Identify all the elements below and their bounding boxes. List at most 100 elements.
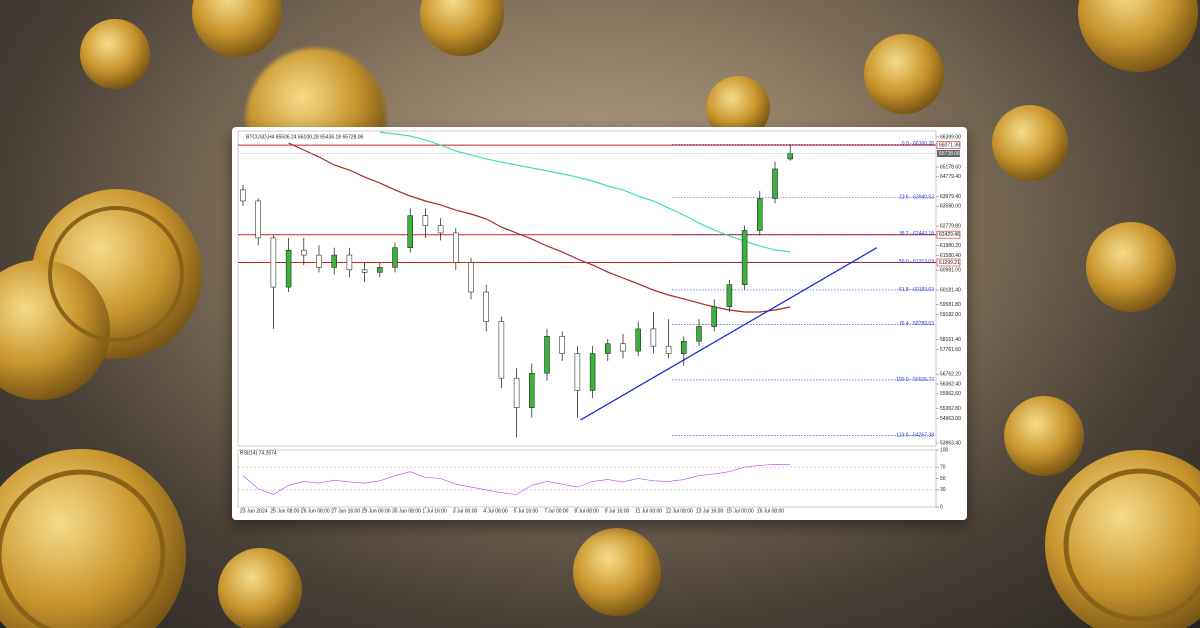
candle-body bbox=[513, 377, 520, 408]
rsi-tick-label: 100 bbox=[940, 447, 949, 453]
candle-body bbox=[741, 230, 748, 285]
last-price-label: 65728.06 bbox=[939, 151, 960, 157]
candle-body bbox=[696, 326, 702, 342]
y-tick-label: 58161.40 bbox=[940, 337, 961, 343]
y-tick-label: 59581.80 bbox=[940, 302, 961, 308]
price-tag bbox=[936, 230, 961, 239]
candle-body bbox=[392, 247, 398, 268]
y-tick-label: 53963.40 bbox=[940, 440, 961, 446]
y-tick-label: 59182.00 bbox=[940, 312, 961, 318]
y-tick-label: 61580.40 bbox=[940, 253, 961, 259]
price-tag-label: 66071.36 bbox=[939, 142, 960, 148]
candle-body bbox=[498, 321, 505, 379]
candle-body bbox=[711, 306, 717, 327]
y-tick-label: 60181.40 bbox=[940, 287, 961, 293]
y-tick-label: 62779.80 bbox=[940, 223, 961, 229]
candle-body bbox=[240, 189, 246, 202]
x-tick-label: 1 Jul 16:00 bbox=[422, 508, 447, 514]
x-tick-label: 12 Jul 08:00 bbox=[666, 508, 693, 514]
rsi-tick-label: 0 bbox=[940, 504, 943, 510]
rsi-tick-label: 70 bbox=[940, 464, 946, 470]
x-tick-label: 27 Jun 16:00 bbox=[331, 508, 360, 514]
candle-body bbox=[757, 198, 763, 231]
price-tag-label: 62429.46 bbox=[939, 232, 960, 238]
candle-body bbox=[255, 200, 261, 239]
price-tag-label: 61299.21 bbox=[939, 260, 960, 266]
candle-body bbox=[270, 237, 277, 288]
y-tick-label: 55362.80 bbox=[940, 406, 961, 412]
x-tick-label: 23 Jun 2024 bbox=[240, 508, 268, 514]
rsi-line bbox=[242, 463, 791, 495]
candle-body bbox=[589, 353, 596, 391]
fib-label: 61.8 - 60183.63 bbox=[899, 287, 934, 293]
candle-body bbox=[483, 291, 489, 322]
candle-body bbox=[635, 328, 641, 352]
candle-body bbox=[681, 340, 687, 354]
fib-label: 23.6 - 63940.52 bbox=[899, 194, 934, 200]
candle-body bbox=[437, 225, 444, 234]
candle-body bbox=[787, 153, 793, 160]
candle-body bbox=[346, 254, 353, 271]
fib-label: 100.0 - 56526.77 bbox=[896, 377, 934, 383]
x-tick-label: 8 Jul 08:00 bbox=[574, 508, 599, 514]
fib-label: 76.4 - 58789.03 bbox=[899, 321, 934, 327]
candle-body bbox=[316, 254, 322, 268]
fib-label: 0.0 - 66100.28 bbox=[902, 141, 934, 147]
y-tick-label: 65178.60 bbox=[940, 164, 961, 170]
fib-label: 123.6 - 54267.38 bbox=[896, 432, 934, 438]
candle-body bbox=[377, 267, 383, 273]
x-tick-label: 29 Jun 00:00 bbox=[362, 508, 391, 514]
y-tick-label: 56762.20 bbox=[940, 371, 961, 377]
x-tick-label: 9 Jul 16:00 bbox=[605, 508, 630, 514]
candle-body bbox=[361, 269, 368, 273]
candle-body bbox=[544, 336, 550, 374]
y-tick-label: 66399.00 bbox=[940, 134, 961, 140]
moving-average bbox=[379, 131, 791, 253]
y-tick-label: 57761.60 bbox=[940, 347, 961, 353]
y-tick-label: 63580.00 bbox=[940, 204, 961, 210]
y-tick-label: 60981.00 bbox=[940, 268, 961, 274]
x-tick-label: 5 Jul 16:00 bbox=[514, 508, 539, 514]
y-tick-label: 63979.40 bbox=[940, 194, 961, 200]
x-tick-label: 3 Jul 00:00 bbox=[453, 508, 478, 514]
candle-body bbox=[422, 215, 429, 226]
x-tick-label: 26 Jun 08:00 bbox=[301, 508, 330, 514]
y-tick-label: 61980.20 bbox=[940, 243, 961, 249]
candle-body bbox=[529, 372, 535, 408]
candle-body bbox=[453, 232, 459, 263]
y-tick-label: 64779.40 bbox=[940, 174, 961, 180]
candle-body bbox=[620, 343, 626, 352]
candle-body bbox=[772, 168, 778, 199]
y-tick-label: 55962.60 bbox=[940, 391, 961, 397]
x-tick-label: 11 Jul 00:00 bbox=[635, 508, 662, 514]
price-tag bbox=[936, 258, 961, 267]
price-tag bbox=[936, 141, 961, 149]
candle-body bbox=[605, 343, 611, 354]
candle-body bbox=[559, 336, 565, 354]
candle-body bbox=[726, 284, 733, 308]
x-tick-label: 4 Jul 08:00 bbox=[483, 508, 508, 514]
x-tick-label: 15 Jul 00:00 bbox=[726, 508, 753, 514]
x-tick-label: 25 Jun 08:00 bbox=[270, 508, 299, 514]
candle-body bbox=[285, 249, 292, 288]
price-panel bbox=[237, 130, 937, 447]
last-price-tag bbox=[937, 150, 960, 158]
fib-label: 38.2 - 62443.18 bbox=[899, 231, 934, 237]
y-tick-label: 54963.00 bbox=[940, 416, 961, 422]
candle-body bbox=[468, 262, 474, 293]
moving-average bbox=[288, 142, 791, 313]
candle-body bbox=[665, 345, 672, 354]
chart-title: BTCUSD,H4 65506.24 66100.28 65436.18 657… bbox=[246, 134, 364, 140]
rsi-tick-label: 30 bbox=[940, 487, 946, 493]
trendline bbox=[580, 247, 878, 421]
chart-card bbox=[232, 127, 967, 520]
candle-body bbox=[407, 215, 413, 248]
x-tick-label: 13 Jul 16:00 bbox=[696, 508, 723, 514]
x-tick-label: 16 Jul 08:00 bbox=[757, 508, 784, 514]
rsi-title: RSI(14) 74.2674 bbox=[240, 450, 277, 456]
rsi-panel bbox=[237, 449, 937, 508]
fib-label: 50.0 - 61313.03 bbox=[899, 259, 934, 265]
